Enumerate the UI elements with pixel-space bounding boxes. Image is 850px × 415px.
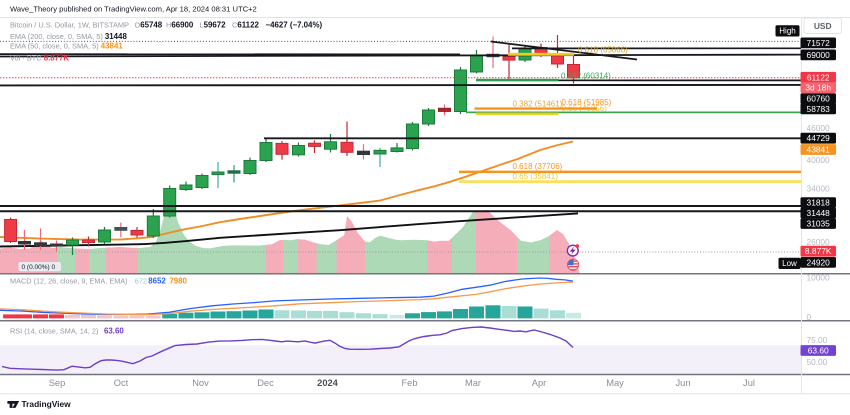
svg-text:0.618 (65866): 0.618 (65866) bbox=[578, 46, 628, 55]
svg-text:Jul: Jul bbox=[743, 378, 755, 388]
svg-text:MACD (12, 26, close, 9, EMA, E: MACD (12, 26, close, 9, EMA, EMA) 6728652… bbox=[10, 277, 188, 286]
svg-text:31818: 31818 bbox=[807, 198, 831, 208]
svg-text:8.877K: 8.877K bbox=[805, 246, 832, 256]
svg-text:EMA (50, close, 0, SMA, 5) 438: EMA (50, close, 0, SMA, 5) 43841 bbox=[10, 42, 123, 51]
svg-text:Oct: Oct bbox=[114, 378, 129, 388]
svg-text:26000: 26000 bbox=[807, 237, 830, 247]
svg-text:USD: USD bbox=[814, 21, 832, 31]
svg-text:Jun: Jun bbox=[676, 378, 691, 388]
svg-text:Dec: Dec bbox=[257, 378, 274, 388]
svg-text:61122: 61122 bbox=[807, 72, 830, 82]
svg-text:Wave_Theory published on Tradi: Wave_Theory published on TradingView.com… bbox=[10, 5, 257, 14]
svg-text:71572: 71572 bbox=[807, 38, 831, 48]
svg-text:0.65 (35841): 0.65 (35841) bbox=[513, 172, 559, 181]
svg-text:Feb: Feb bbox=[401, 378, 417, 388]
svg-text:0.618 (51985): 0.618 (51985) bbox=[562, 98, 612, 107]
svg-text:75.00: 75.00 bbox=[807, 335, 828, 345]
svg-text:10000: 10000 bbox=[807, 273, 830, 283]
svg-text:0 (0.00%) 0: 0 (0.00%) 0 bbox=[22, 264, 56, 271]
svg-text:Mar: Mar bbox=[465, 378, 481, 388]
svg-text:0.382 (51461): 0.382 (51461) bbox=[513, 99, 563, 108]
svg-text:2024: 2024 bbox=[317, 378, 339, 388]
svg-text:31035: 31035 bbox=[807, 219, 831, 229]
svg-text:60760: 60760 bbox=[807, 94, 831, 104]
svg-text:3d 18h: 3d 18h bbox=[805, 83, 831, 93]
svg-text:High: High bbox=[779, 27, 795, 36]
svg-text:0.618 (37706): 0.618 (37706) bbox=[513, 162, 563, 171]
svg-text:44729: 44729 bbox=[807, 133, 831, 143]
svg-text:46000: 46000 bbox=[807, 123, 830, 133]
svg-text:69000: 69000 bbox=[807, 50, 831, 60]
svg-text:Apr: Apr bbox=[532, 378, 546, 388]
svg-text:50.00: 50.00 bbox=[807, 357, 828, 367]
svg-text:40000: 40000 bbox=[807, 155, 830, 165]
svg-text:May: May bbox=[606, 378, 624, 388]
svg-text:63.60: 63.60 bbox=[808, 346, 829, 356]
svg-text:Nov: Nov bbox=[192, 378, 209, 388]
svg-text:TradingView: TradingView bbox=[22, 399, 72, 409]
svg-text:EMA (200, close, 0, SMA, 5) 31: EMA (200, close, 0, SMA, 5) 31448 bbox=[10, 32, 127, 41]
svg-text:0.382 (60314): 0.382 (60314) bbox=[561, 71, 611, 80]
svg-text:43841: 43841 bbox=[807, 145, 831, 155]
svg-text:RSI (14, close, SMA, 14, 2)63.: RSI (14, close, SMA, 14, 2) 63.60 bbox=[10, 327, 124, 336]
svg-text:Vol · BTC 8.877K: Vol · BTC 8.877K bbox=[10, 54, 69, 63]
svg-text:0: 0 bbox=[807, 312, 812, 322]
svg-text:24920: 24920 bbox=[807, 257, 831, 267]
svg-text:31448: 31448 bbox=[807, 208, 831, 218]
svg-text:Low: Low bbox=[782, 259, 797, 268]
svg-text:Bitcoin / U.S. Dollar, 1W, BIT: Bitcoin / U.S. Dollar, 1W, BITSTAMP bbox=[10, 20, 129, 29]
svg-text:58783: 58783 bbox=[807, 104, 831, 114]
svg-text:34000: 34000 bbox=[807, 184, 830, 194]
svg-text:Sep: Sep bbox=[49, 378, 66, 388]
